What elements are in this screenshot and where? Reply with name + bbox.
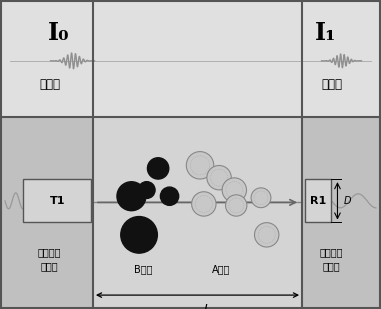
Text: T1: T1	[50, 196, 65, 206]
Circle shape	[117, 182, 146, 211]
Text: R1: R1	[310, 196, 326, 206]
Text: I₁: I₁	[315, 21, 336, 45]
Bar	[23, 179, 91, 222]
Text: B颗粒: B颗粒	[134, 264, 152, 274]
Bar	[93, 117, 302, 309]
Circle shape	[160, 187, 179, 205]
Circle shape	[186, 152, 214, 179]
Circle shape	[192, 192, 216, 216]
Circle shape	[138, 182, 155, 198]
Circle shape	[207, 166, 231, 190]
Bar	[0, 117, 381, 309]
Text: 出射波: 出射波	[321, 78, 342, 91]
Text: A颗粒: A颗粒	[212, 264, 230, 274]
Circle shape	[226, 195, 247, 216]
Text: I₀: I₀	[48, 21, 70, 45]
Bar	[305, 179, 331, 222]
Circle shape	[255, 223, 279, 247]
Text: 超声发射
换能器: 超声发射 换能器	[38, 248, 61, 272]
Circle shape	[147, 158, 169, 179]
Bar	[0, 0, 381, 117]
Text: L: L	[204, 303, 211, 309]
Text: D: D	[343, 196, 351, 206]
Circle shape	[222, 178, 247, 202]
Text: 入射波: 入射波	[39, 78, 60, 91]
Text: 超声接收
换能器: 超声接收 换能器	[320, 248, 343, 272]
Circle shape	[121, 217, 157, 253]
Circle shape	[251, 188, 271, 208]
